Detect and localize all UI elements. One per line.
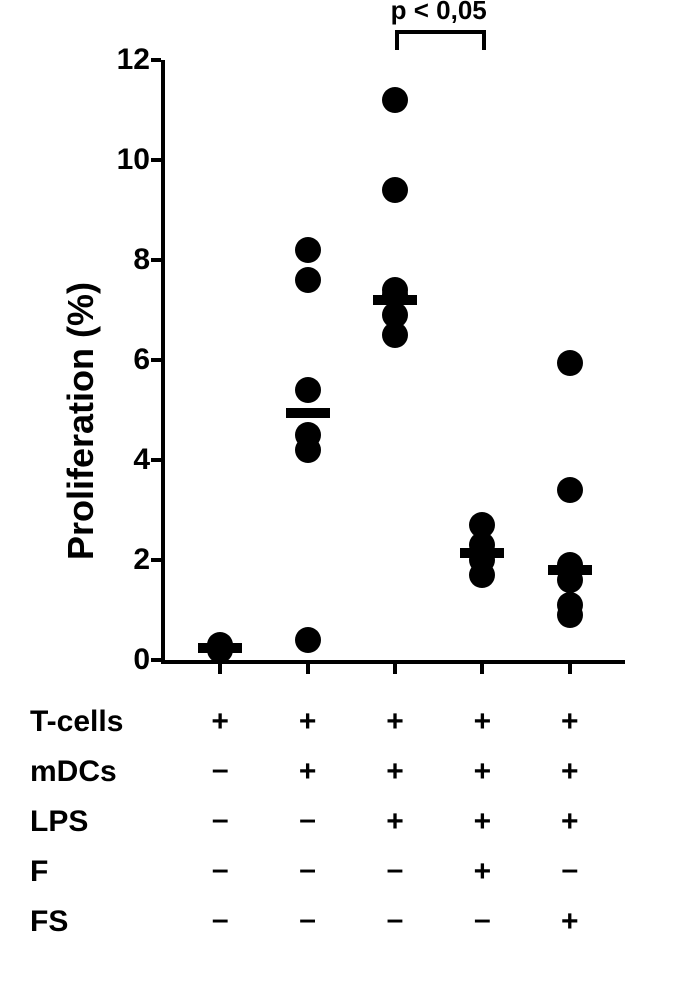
data-point bbox=[557, 350, 583, 376]
condition-mark: + bbox=[386, 705, 404, 739]
median-bar bbox=[286, 408, 330, 418]
condition-row-label: LPS bbox=[30, 805, 88, 839]
y-tick bbox=[151, 658, 161, 662]
condition-row-label: T-cells bbox=[30, 705, 123, 739]
y-tick-label: 0 bbox=[133, 643, 150, 677]
data-point bbox=[382, 177, 408, 203]
condition-mark: + bbox=[299, 705, 317, 739]
median-bar bbox=[198, 643, 242, 653]
data-point bbox=[469, 512, 495, 538]
significance-label: p < 0,05 bbox=[391, 0, 487, 26]
y-tick bbox=[151, 458, 161, 462]
condition-mark: + bbox=[561, 705, 579, 739]
condition-mark: – bbox=[212, 803, 229, 837]
proliferation-figure: 024681012Proliferation (%)p < 0,05p < 0,… bbox=[0, 0, 685, 1007]
condition-row-label: FS bbox=[30, 905, 68, 939]
significance-bracket bbox=[395, 30, 399, 50]
condition-mark: – bbox=[212, 853, 229, 887]
condition-mark: + bbox=[474, 705, 492, 739]
median-bar bbox=[373, 295, 417, 305]
condition-mark: + bbox=[561, 805, 579, 839]
condition-mark: – bbox=[299, 853, 316, 887]
data-point bbox=[295, 267, 321, 293]
condition-mark: + bbox=[386, 755, 404, 789]
y-tick bbox=[151, 158, 161, 162]
x-tick bbox=[306, 664, 310, 674]
condition-mark: + bbox=[474, 805, 492, 839]
data-point bbox=[382, 87, 408, 113]
y-axis-title: Proliferation (%) bbox=[60, 282, 102, 560]
y-tick-label: 12 bbox=[117, 43, 150, 77]
condition-mark: – bbox=[387, 853, 404, 887]
y-tick-label: 8 bbox=[133, 243, 150, 277]
y-tick-label: 6 bbox=[133, 343, 150, 377]
data-point bbox=[295, 422, 321, 448]
x-tick bbox=[393, 664, 397, 674]
data-point bbox=[295, 377, 321, 403]
significance-bracket bbox=[482, 30, 486, 50]
data-point bbox=[557, 592, 583, 618]
condition-mark: – bbox=[212, 753, 229, 787]
condition-mark: + bbox=[474, 855, 492, 889]
condition-mark: – bbox=[212, 903, 229, 937]
significance-bracket bbox=[395, 30, 486, 34]
condition-mark: + bbox=[474, 755, 492, 789]
y-tick-label: 10 bbox=[117, 143, 150, 177]
condition-mark: – bbox=[299, 903, 316, 937]
x-tick bbox=[480, 664, 484, 674]
condition-mark: – bbox=[299, 803, 316, 837]
median-bar bbox=[460, 548, 504, 558]
data-point bbox=[295, 237, 321, 263]
median-bar bbox=[548, 565, 592, 575]
y-tick bbox=[151, 358, 161, 362]
data-point bbox=[295, 627, 321, 653]
condition-mark: – bbox=[561, 853, 578, 887]
condition-mark: – bbox=[474, 903, 491, 937]
y-tick bbox=[151, 58, 161, 62]
y-tick bbox=[151, 258, 161, 262]
x-tick bbox=[218, 664, 222, 674]
y-axis bbox=[161, 60, 165, 664]
condition-mark: + bbox=[561, 755, 579, 789]
condition-mark: + bbox=[299, 755, 317, 789]
y-tick bbox=[151, 558, 161, 562]
condition-mark: + bbox=[561, 905, 579, 939]
x-tick bbox=[568, 664, 572, 674]
condition-row-label: F bbox=[30, 855, 48, 889]
condition-row-label: mDCs bbox=[30, 755, 117, 789]
y-tick-label: 2 bbox=[133, 543, 150, 577]
condition-mark: + bbox=[211, 705, 229, 739]
condition-mark: – bbox=[387, 903, 404, 937]
plot-area bbox=[165, 60, 625, 660]
condition-mark: + bbox=[386, 805, 404, 839]
data-point bbox=[557, 477, 583, 503]
y-tick-label: 4 bbox=[133, 443, 150, 477]
